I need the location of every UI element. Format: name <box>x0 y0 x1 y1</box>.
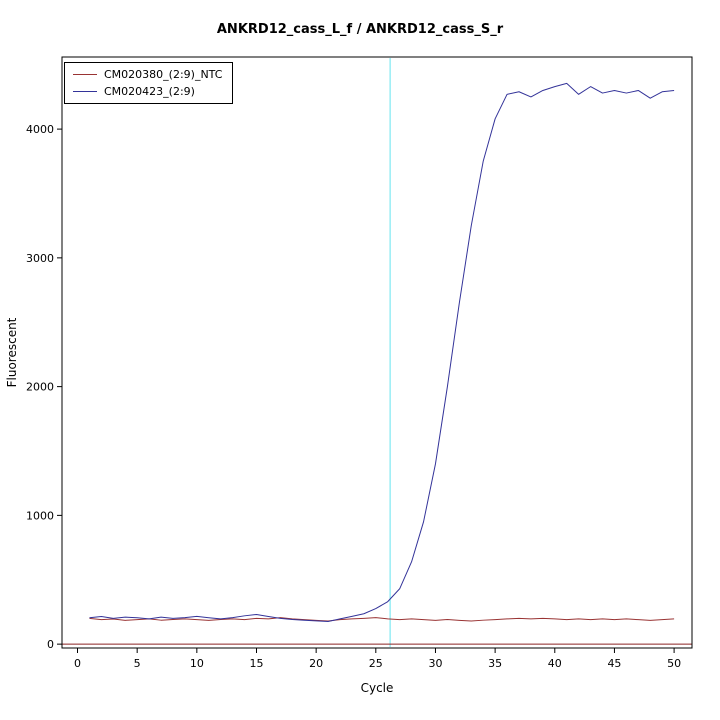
x-axis-label: Cycle <box>361 681 394 695</box>
x-tick-label: 40 <box>548 657 562 670</box>
legend-line-swatch-sample <box>73 91 97 92</box>
y-tick-label: 4000 <box>26 123 54 136</box>
x-tick-label: 20 <box>309 657 323 670</box>
x-tick-label: 15 <box>249 657 263 670</box>
x-tick-label: 45 <box>607 657 621 670</box>
x-tick-label: 0 <box>74 657 81 670</box>
y-tick-label: 1000 <box>26 509 54 522</box>
y-tick-label: 3000 <box>26 252 54 265</box>
x-tick-label: 35 <box>488 657 502 670</box>
y-tick-label: 2000 <box>26 381 54 394</box>
legend-label-sample: CM020423_(2:9) <box>104 85 195 98</box>
legend: CM020380_(2:9)_NTC CM020423_(2:9) <box>64 62 234 104</box>
legend-label-ntc: CM020380_(2:9)_NTC <box>104 68 223 81</box>
chart-title: ANKRD12_cass_L_f / ANKRD12_cass_S_r <box>216 22 504 37</box>
plot-border <box>61 56 693 649</box>
series-line-CM020423_(2:9) <box>89 82 675 622</box>
x-tick-label: 50 <box>667 657 681 670</box>
x-tick-label: 25 <box>369 657 383 670</box>
x-tick-label: 30 <box>428 657 442 670</box>
y-axis-label: Fluorescent <box>5 317 19 387</box>
x-tick-label: 5 <box>134 657 141 670</box>
legend-line-swatch-ntc <box>73 74 97 75</box>
legend-item-sample: CM020423_(2:9) <box>73 85 222 98</box>
legend-item-ntc: CM020380_(2:9)_NTC <box>73 68 222 81</box>
y-tick-label: 0 <box>47 638 54 651</box>
series-line-CM020380_(2:9)_NTC <box>89 617 675 622</box>
x-tick-label: 10 <box>190 657 204 670</box>
